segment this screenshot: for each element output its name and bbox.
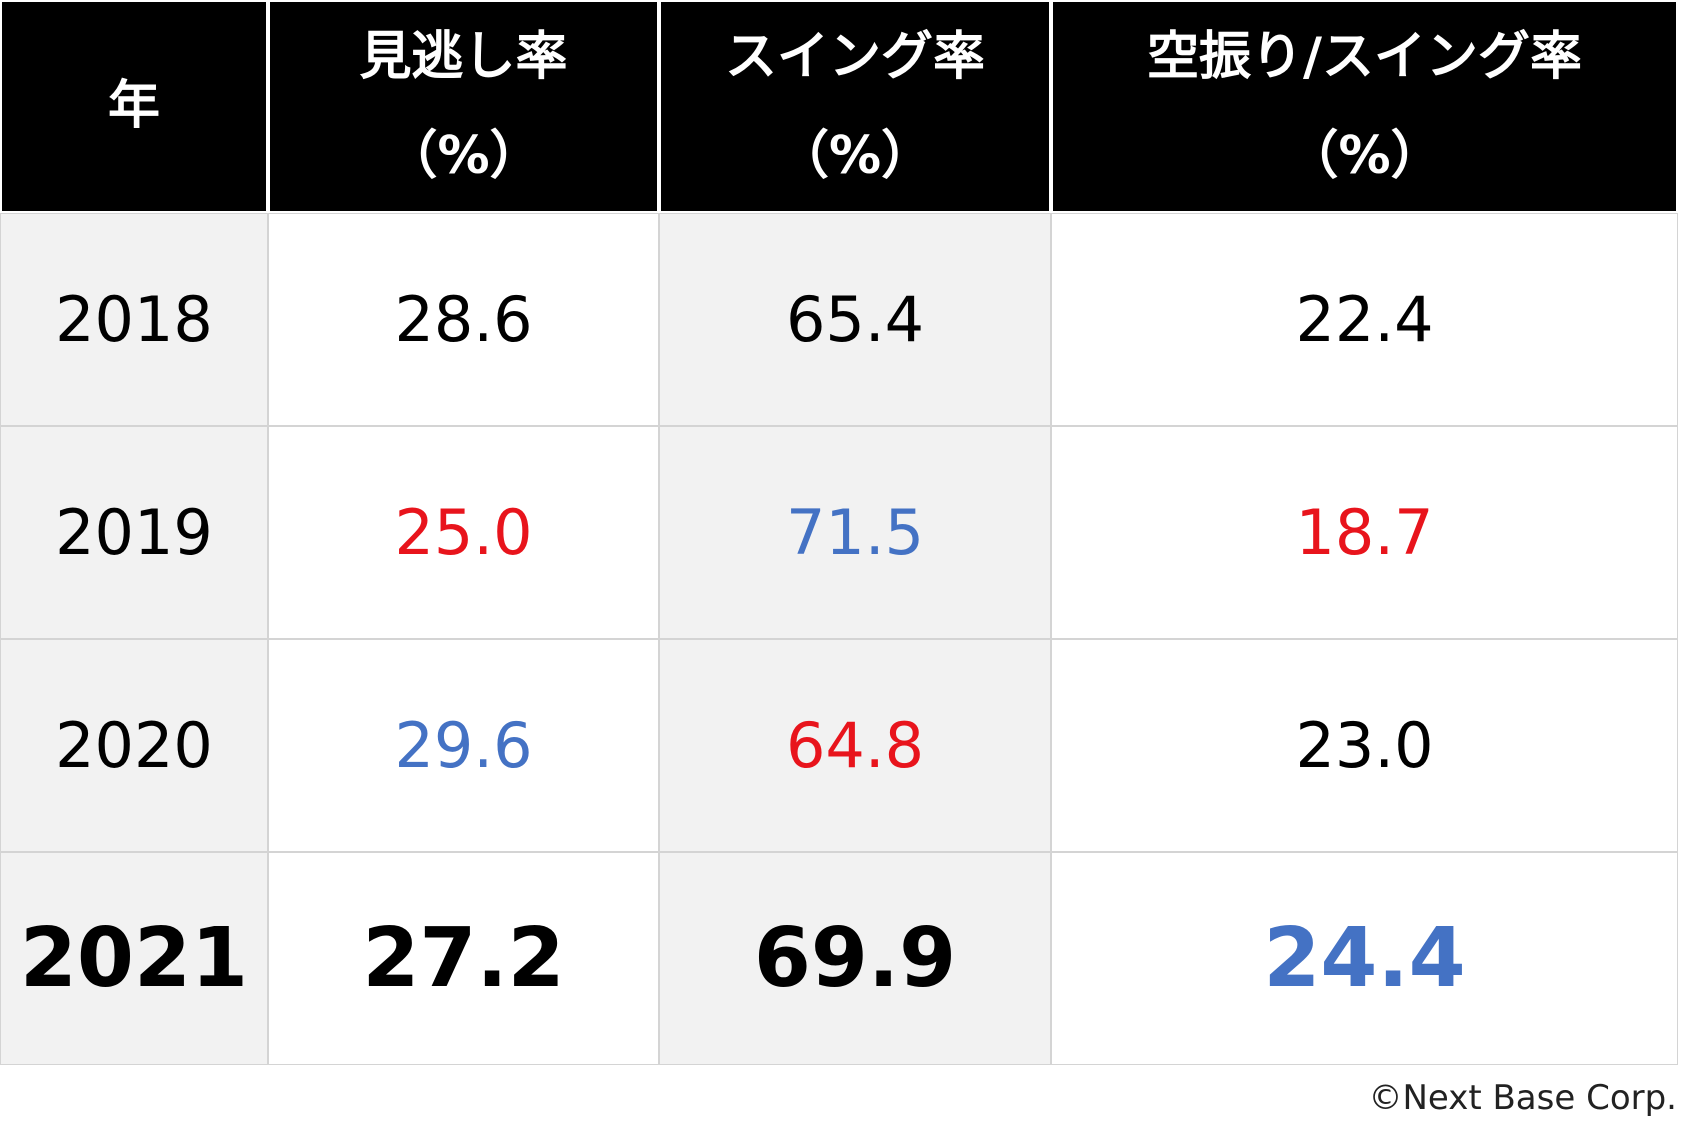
cell-value: 23.0 [1295, 709, 1434, 782]
cell-value: 22.4 [1295, 283, 1434, 356]
cell-value: 2019 [55, 496, 213, 569]
cell-value: 2018 [55, 283, 213, 356]
table-cell: 65.4 [659, 213, 1051, 426]
table-cell: 24.4 [1051, 852, 1678, 1065]
cell-value: 69.9 [753, 911, 957, 1006]
table-cell: 18.7 [1051, 426, 1678, 639]
table-cell: 2021 [0, 852, 268, 1065]
header-unit: （%） [385, 125, 542, 186]
header-unit: （%） [776, 125, 934, 186]
cell-value: 25.0 [394, 496, 533, 569]
header-title: スイング率 [724, 26, 985, 87]
header-title: 年 [107, 76, 160, 137]
header-cell: 見逃し率 （%） [268, 0, 659, 213]
header-cell: 年 [0, 0, 268, 213]
table-cell: 2020 [0, 639, 268, 852]
cell-value: 29.6 [394, 709, 533, 782]
table-cell: 29.6 [268, 639, 659, 852]
cell-value: 71.5 [785, 496, 925, 569]
table-cell: 25.0 [268, 426, 659, 639]
header-title: 見逃し率 [359, 26, 568, 87]
cell-value: 27.2 [362, 911, 565, 1006]
cell-value: 18.7 [1295, 496, 1434, 569]
cell-value: 28.6 [394, 283, 533, 356]
table-cell: 23.0 [1051, 639, 1678, 852]
table-cell: 69.9 [659, 852, 1051, 1065]
header-title: 空振り/スイング率 [1147, 26, 1582, 87]
table-cell: 28.6 [268, 213, 659, 426]
table-cell: 22.4 [1051, 213, 1678, 426]
table-cell: 2018 [0, 213, 268, 426]
table-cell: 71.5 [659, 426, 1051, 639]
cell-value: 2021 [19, 911, 249, 1006]
table-cell: 64.8 [659, 639, 1051, 852]
cell-value: 2020 [55, 709, 213, 782]
copyright: ©Next Base Corp. [1368, 1078, 1677, 1118]
table-cell: 27.2 [268, 852, 659, 1065]
table-cell: 2019 [0, 426, 268, 639]
header-cell: スイング率 （%） [659, 0, 1051, 213]
header-unit: （%） [1286, 125, 1443, 186]
cell-value: 65.4 [785, 283, 925, 356]
cell-value: 64.8 [785, 709, 925, 782]
header-cell: 空振り/スイング率 （%） [1051, 0, 1678, 213]
cell-value: 24.4 [1263, 911, 1466, 1006]
